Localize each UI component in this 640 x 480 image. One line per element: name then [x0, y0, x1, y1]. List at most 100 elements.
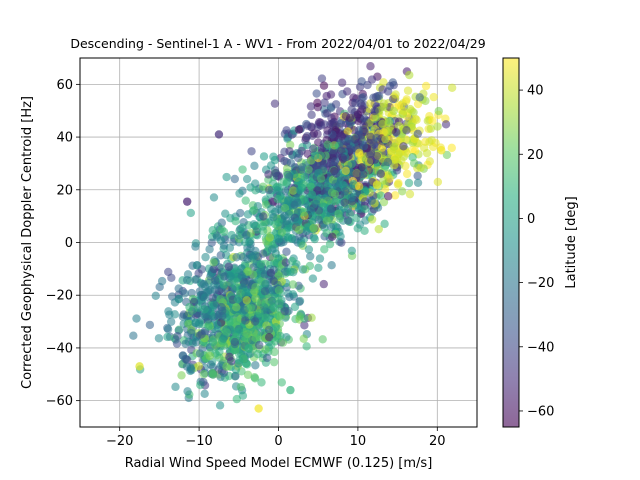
data-point — [216, 372, 225, 382]
data-point — [135, 362, 144, 371]
data-point — [257, 378, 266, 387]
data-point — [243, 329, 252, 339]
data-point — [259, 152, 269, 161]
data-point — [201, 252, 210, 262]
data-point — [389, 161, 399, 170]
data-point — [298, 265, 308, 274]
data-point — [305, 261, 315, 271]
data-point — [411, 114, 420, 123]
data-point — [389, 106, 398, 116]
data-point — [306, 102, 316, 111]
data-point — [421, 81, 431, 91]
data-point — [378, 85, 387, 94]
data-point — [205, 351, 214, 361]
data-points — [129, 62, 457, 413]
data-point — [316, 151, 325, 160]
data-point — [209, 300, 219, 310]
data-point — [312, 89, 321, 98]
data-point — [214, 130, 224, 139]
data-point — [218, 311, 227, 321]
data-point — [213, 320, 222, 330]
data-point — [195, 287, 204, 296]
data-point — [261, 313, 271, 322]
data-point — [220, 272, 229, 281]
data-point — [433, 177, 443, 187]
data-point — [267, 204, 276, 214]
data-point — [308, 274, 318, 283]
data-point — [232, 303, 241, 312]
data-point — [405, 104, 415, 114]
data-point — [232, 253, 241, 262]
y-tick-label: −40 — [46, 341, 73, 356]
data-point — [274, 218, 283, 227]
data-point — [227, 230, 236, 240]
data-point — [385, 81, 395, 91]
x-axis-label: Radial Wind Speed Model ECMWF (0.125) [m… — [125, 456, 433, 471]
data-point — [256, 298, 265, 307]
data-point — [216, 251, 226, 260]
y-tick-label: −60 — [46, 394, 73, 409]
data-point — [342, 87, 352, 96]
data-point — [268, 286, 278, 295]
data-point — [183, 270, 193, 279]
data-point — [251, 333, 260, 343]
data-point — [261, 345, 270, 354]
data-point — [306, 252, 315, 261]
data-point — [271, 322, 281, 332]
data-point — [352, 169, 361, 179]
data-point — [307, 313, 316, 322]
x-axis-ticks: −20 −10 0 10 20 — [106, 427, 446, 449]
data-point — [219, 241, 229, 250]
data-point — [283, 232, 293, 242]
data-point — [249, 205, 259, 215]
data-point — [199, 377, 208, 387]
y-tick-label: 20 — [56, 183, 73, 198]
data-point — [426, 124, 436, 133]
data-point — [251, 361, 260, 370]
data-point — [315, 254, 325, 263]
data-point — [212, 233, 222, 242]
data-point — [231, 216, 240, 226]
data-point — [397, 187, 407, 196]
data-point — [177, 371, 186, 380]
data-point — [326, 222, 336, 231]
data-point — [242, 231, 251, 240]
data-point — [370, 106, 379, 116]
data-point — [286, 140, 295, 150]
data-point — [394, 101, 404, 110]
data-point — [304, 245, 314, 254]
data-point — [173, 332, 182, 341]
colorbar-ticks: −60 −40 −20 0 20 40 — [519, 84, 554, 419]
data-point — [163, 332, 172, 342]
data-point — [182, 197, 192, 206]
data-point — [402, 169, 412, 179]
data-point — [295, 231, 304, 241]
data-point — [357, 163, 366, 172]
data-point — [284, 209, 294, 219]
data-point — [377, 143, 387, 152]
data-point — [262, 353, 272, 363]
data-point — [205, 245, 214, 254]
data-point — [326, 159, 336, 168]
data-point — [277, 378, 287, 387]
data-point — [290, 302, 300, 312]
data-point — [217, 218, 226, 227]
data-point — [300, 321, 309, 330]
data-point — [200, 293, 210, 302]
data-point — [222, 328, 231, 337]
data-point — [376, 191, 386, 200]
data-point — [258, 249, 268, 258]
data-point — [413, 171, 422, 180]
data-point — [307, 190, 317, 199]
data-point — [250, 161, 259, 171]
data-point — [259, 212, 268, 221]
data-point — [297, 146, 306, 156]
data-point — [405, 70, 414, 80]
data-point — [379, 99, 389, 108]
data-point — [331, 196, 340, 206]
data-point — [266, 268, 276, 278]
data-point — [268, 297, 277, 306]
data-point — [183, 387, 192, 396]
data-point — [316, 174, 326, 183]
data-point — [402, 126, 411, 135]
